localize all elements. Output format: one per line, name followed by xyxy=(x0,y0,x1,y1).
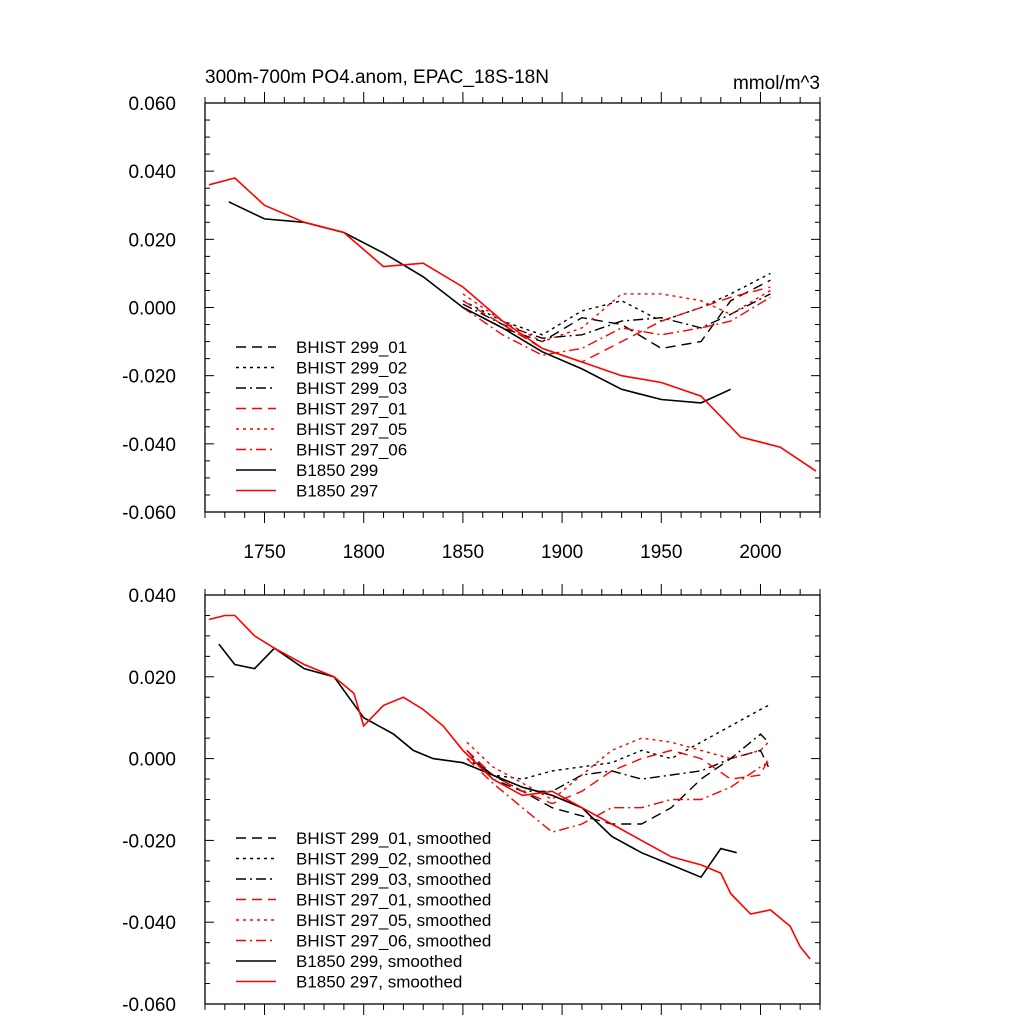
y-tick-label: 0.040 xyxy=(128,586,176,607)
series-line-2 xyxy=(466,733,769,792)
y-tick-label: 0.020 xyxy=(128,668,176,689)
y-tick-label: 0.000 xyxy=(128,750,176,771)
series-line-0 xyxy=(462,279,771,350)
chart-title: 300m-700m PO4.anom, EPAC_18S-18N xyxy=(205,67,549,88)
y-tick-label: -0.020 xyxy=(122,367,176,388)
y-tick-label: -0.060 xyxy=(122,503,176,524)
series-line-4 xyxy=(462,289,771,343)
series-line-3 xyxy=(466,749,770,805)
legend-label: BHIST 299_02, smoothed xyxy=(296,850,491,869)
x-tick-label: 1750 xyxy=(243,542,285,563)
y-tick-label: -0.020 xyxy=(122,831,176,852)
legend-label: B1850 297 xyxy=(296,482,378,501)
legend-label: BHIST 299_01 xyxy=(296,338,407,357)
x-tick-label: 1800 xyxy=(343,542,385,563)
legend-label: BHIST 299_01, smoothed xyxy=(296,829,491,848)
series-line-2 xyxy=(462,293,771,339)
legend-label: BHIST 297_06, smoothed xyxy=(296,932,491,951)
legend-label: B1850 299 xyxy=(296,461,378,480)
legend-label: B1850 299, smoothed xyxy=(296,952,462,971)
y-tick-label: -0.040 xyxy=(122,435,176,456)
legend-label: B1850 297, smoothed xyxy=(296,973,462,992)
legend-label: BHIST 299_02 xyxy=(296,359,407,378)
legend-label: BHIST 297_05 xyxy=(296,420,407,439)
plot-frame xyxy=(204,594,821,1005)
y-tick-label: -0.060 xyxy=(122,995,176,1016)
series-line-1 xyxy=(466,704,769,780)
legend-label: BHIST 299_03 xyxy=(296,379,407,398)
y-tick-label: 0.040 xyxy=(128,162,176,183)
series-line-3 xyxy=(462,286,771,363)
legend-label: BHIST 297_01 xyxy=(296,400,407,419)
chart-legend: BHIST 299_01, smoothed BHIST 299_02, smoo… xyxy=(236,829,491,992)
series-line-5 xyxy=(466,758,769,833)
series-line-6 xyxy=(218,643,737,879)
series-line-7 xyxy=(208,177,817,472)
series-line-4 xyxy=(466,737,769,801)
x-tick-label: 1900 xyxy=(541,542,583,563)
series-line-7 xyxy=(208,614,811,960)
plot-frame xyxy=(204,102,821,513)
x-tick-label: 1950 xyxy=(640,542,682,563)
y-tick-label: 0.060 xyxy=(128,94,176,115)
x-tick-label: 1850 xyxy=(442,542,484,563)
x-tick-label: 2000 xyxy=(739,542,781,563)
y-tick-label: 0.020 xyxy=(128,230,176,251)
series-line-5 xyxy=(462,296,771,356)
y-tick-label: 0.000 xyxy=(128,299,176,320)
chart-panel-top: 300m-700m PO4.anom, EPAC_18S-18N mmol/m^… xyxy=(122,67,821,563)
chart-units-label: mmol/m^3 xyxy=(733,73,820,94)
chart-panel-bottom: 0.040 0.020 0.000 -0.020 -0.040 -0.060 BHIST … xyxy=(122,584,821,1016)
series-line-1 xyxy=(462,272,771,336)
y-tick-label: -0.040 xyxy=(122,913,176,934)
legend-label: BHIST 299_03, smoothed xyxy=(296,870,491,889)
legend-label: BHIST 297_06 xyxy=(296,441,407,460)
legend-label: BHIST 297_01, smoothed xyxy=(296,891,491,910)
legend-label: BHIST 297_05, smoothed xyxy=(296,911,491,930)
